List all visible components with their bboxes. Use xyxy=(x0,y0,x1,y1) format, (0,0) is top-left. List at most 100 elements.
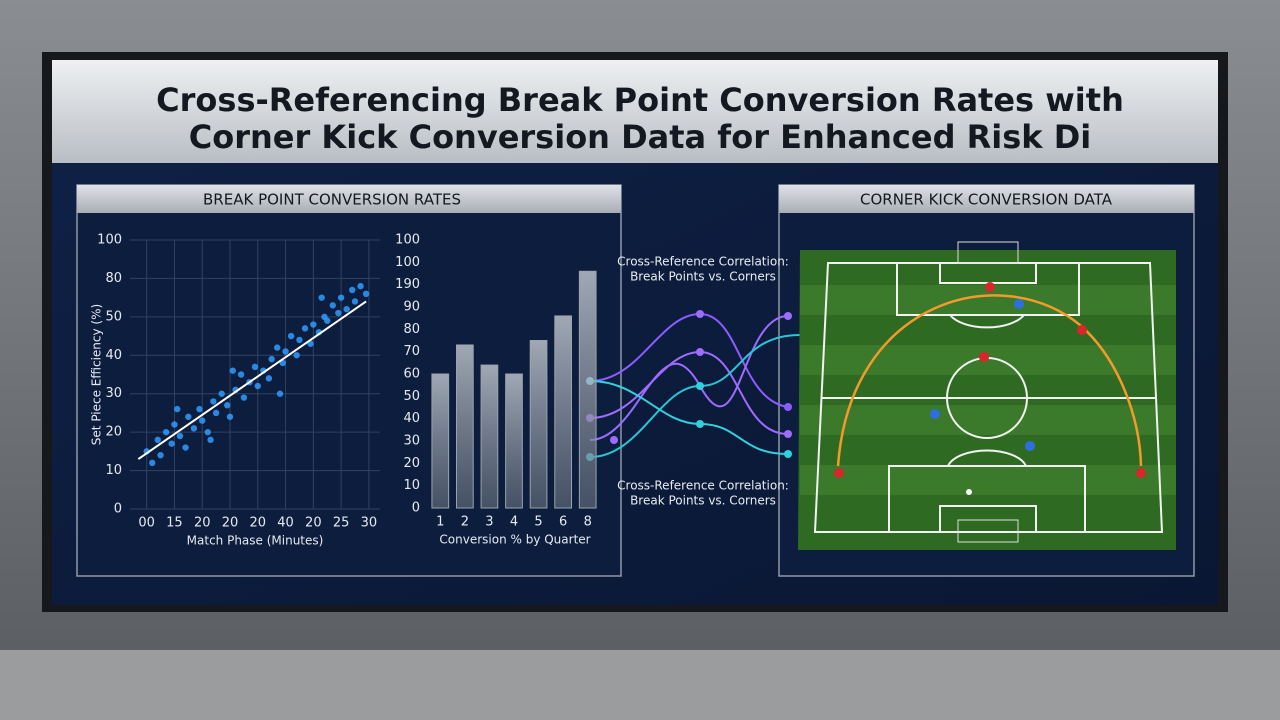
scatter-point xyxy=(210,398,217,405)
pass-arrow xyxy=(1079,324,1143,467)
scatter-point xyxy=(218,390,225,397)
player xyxy=(1136,468,1146,478)
bar xyxy=(578,270,597,509)
scatter-point xyxy=(240,394,248,401)
x-tick-label: 20 xyxy=(194,516,211,531)
x-tick-label: 40 xyxy=(277,516,294,531)
x-tick-label: 4 xyxy=(510,515,518,530)
scatter-point xyxy=(182,444,189,451)
player xyxy=(834,468,844,478)
correlation-label: Break Points vs. Corners xyxy=(630,270,776,284)
y-tick-label: 80 xyxy=(403,322,420,337)
scatter-point xyxy=(282,348,289,355)
player xyxy=(1025,441,1035,451)
scatter-point xyxy=(265,375,273,382)
bar xyxy=(431,373,450,509)
panel-title: BREAK POINT CONVERSION RATES xyxy=(203,191,461,209)
scatter-point xyxy=(204,428,211,436)
y-tick-label: 30 xyxy=(403,434,420,449)
y-tick-label: 0 xyxy=(412,501,420,516)
bar xyxy=(480,364,499,509)
y-tick-label: 0 xyxy=(114,502,122,517)
y-tick-label: 20 xyxy=(105,425,122,440)
y-tick-label: 190 xyxy=(395,277,420,292)
scatter-point xyxy=(157,452,164,459)
x-tick-label: 20 xyxy=(305,516,322,531)
left-panel-header xyxy=(77,185,621,213)
y-tick-label: 80 xyxy=(105,271,122,286)
scatter-point xyxy=(149,459,156,467)
x-tick-label: 25 xyxy=(333,516,350,531)
title-line: Corner Kick Conversion Data for Enhanced… xyxy=(189,118,1091,156)
x-tick-label: 30 xyxy=(361,516,378,531)
pass-arrow xyxy=(836,294,1081,467)
correlation-label: Break Points vs. Corners xyxy=(630,494,776,508)
node xyxy=(784,312,792,320)
bar xyxy=(456,344,474,509)
node xyxy=(696,348,704,356)
y-tick-label: 40 xyxy=(403,411,420,426)
scatter-point xyxy=(296,336,303,344)
scatter-point xyxy=(224,402,231,409)
correlation-label: Cross-Reference Correlation: xyxy=(617,255,789,269)
goal xyxy=(957,241,1019,264)
x-tick-label: 8 xyxy=(584,515,592,530)
y-tick-label: 20 xyxy=(403,456,420,471)
x-tick-label: 6 xyxy=(559,515,567,530)
x-tick-label: 20 xyxy=(222,516,239,531)
panel-title: CORNER KICK CONVERSION DATA xyxy=(860,191,1113,209)
scatter-point xyxy=(226,413,234,420)
title-banner xyxy=(52,60,1218,163)
y-tick-label: 10 xyxy=(403,478,420,493)
scatter-point xyxy=(274,344,281,351)
scatter-point xyxy=(254,382,261,390)
x-tick-label: 2 xyxy=(461,515,469,530)
scatter-point xyxy=(176,432,184,440)
scatter-point xyxy=(301,325,309,332)
scatter-point xyxy=(343,305,350,313)
scatter-point xyxy=(276,390,284,397)
scatter-point xyxy=(351,298,359,305)
scatter-point xyxy=(196,405,203,413)
scatter-point xyxy=(212,409,220,417)
scatter-point xyxy=(318,294,325,301)
penalty-arc xyxy=(947,449,1027,467)
floor xyxy=(0,650,1280,720)
scatter-point xyxy=(337,294,345,301)
trend-line xyxy=(137,300,367,460)
x-tick-label: 15 xyxy=(166,516,183,531)
x-tick-label: 3 xyxy=(485,515,493,530)
node xyxy=(784,450,792,458)
player xyxy=(979,352,989,362)
pitch-stripe xyxy=(800,405,1176,435)
player xyxy=(985,282,995,292)
player xyxy=(1014,299,1024,309)
y-tick-label: 50 xyxy=(403,389,420,404)
scatter-point xyxy=(310,321,317,328)
y-axis-label: Set Piece Efficiency (%) xyxy=(90,304,104,445)
pitch-stripe xyxy=(800,465,1176,495)
goal-box xyxy=(939,505,1037,533)
x-axis-label: Conversion % by Quarter xyxy=(439,533,590,547)
pitch xyxy=(798,241,1176,550)
scatter-point xyxy=(174,405,181,413)
scatter-point xyxy=(324,317,331,324)
scatter-point xyxy=(237,371,245,378)
x-tick-label: 00 xyxy=(138,516,155,531)
y-tick-label: 100 xyxy=(97,233,122,248)
scatter-point xyxy=(190,425,198,432)
scatter-point xyxy=(199,417,206,424)
player xyxy=(1077,325,1087,335)
ball xyxy=(966,489,972,495)
scatter-point xyxy=(268,355,275,363)
y-tick-label: 50 xyxy=(105,309,122,324)
scatter-point xyxy=(168,440,175,447)
scatter-point xyxy=(154,436,161,444)
node xyxy=(696,420,704,428)
scatter-point xyxy=(207,436,214,444)
penalty-arc xyxy=(949,314,1025,329)
y-tick-label: 90 xyxy=(403,300,420,315)
scatter-point xyxy=(329,302,336,309)
